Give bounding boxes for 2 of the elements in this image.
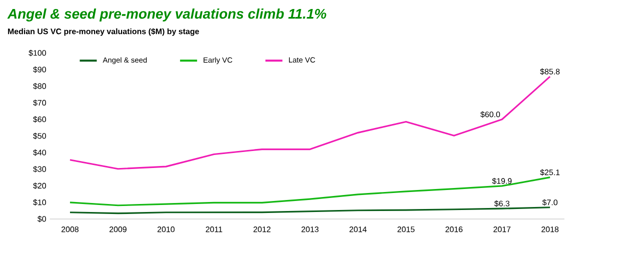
line-series xyxy=(69,76,551,170)
chart-title: Angel & seed pre-money valuations climb 11.1% xyxy=(7,8,326,22)
